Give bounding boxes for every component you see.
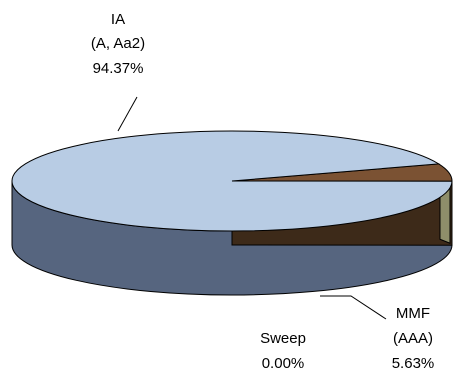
ia-percent: 94.37% xyxy=(93,60,144,77)
ia-label: IA xyxy=(111,11,125,28)
mmf-percent: 5.63% xyxy=(392,355,435,372)
sweep-label: Sweep xyxy=(260,330,306,347)
sweep-percent: 0.00% xyxy=(262,355,305,372)
ia-sublabel: (A, Aa2) xyxy=(91,35,145,52)
mmf-label: MMF xyxy=(396,305,430,322)
pie-slices xyxy=(11,130,453,296)
ia-leader-line xyxy=(117,96,138,132)
mmf-leader-line xyxy=(320,295,387,320)
mmf-sublabel: (AAA) xyxy=(393,330,433,347)
ia-slice-top xyxy=(11,130,453,232)
